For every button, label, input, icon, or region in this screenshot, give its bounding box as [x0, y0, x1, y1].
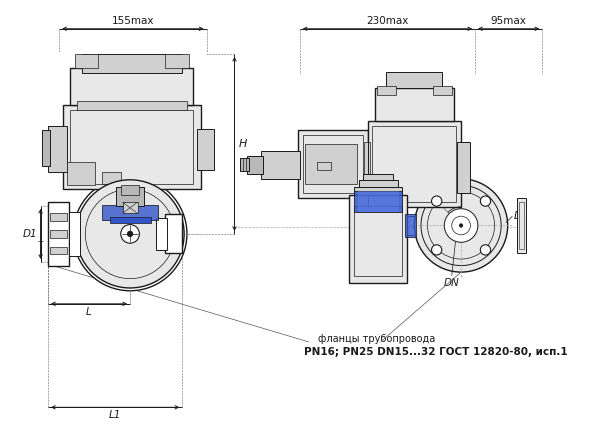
Text: DN: DN	[444, 278, 459, 288]
Circle shape	[121, 225, 140, 243]
Bar	[197, 129, 214, 171]
Bar	[102, 205, 158, 220]
Bar	[354, 206, 402, 276]
Bar	[298, 130, 368, 198]
Text: фланцы трубопровода: фланцы трубопровода	[319, 334, 435, 344]
Bar	[261, 151, 300, 179]
Bar	[50, 213, 66, 221]
Bar	[77, 100, 187, 110]
Bar	[354, 191, 402, 212]
Bar	[68, 212, 80, 256]
Bar	[70, 110, 194, 184]
Bar	[363, 174, 393, 180]
Bar	[375, 88, 454, 121]
Bar	[386, 72, 442, 88]
Bar	[405, 214, 416, 236]
Text: 45°: 45°	[401, 174, 418, 183]
Bar	[519, 202, 525, 249]
Text: L1: L1	[109, 410, 121, 420]
Bar	[70, 68, 194, 105]
Bar	[357, 191, 399, 212]
Bar	[50, 247, 66, 255]
Bar	[517, 198, 526, 253]
Bar	[50, 230, 66, 238]
Bar	[359, 180, 398, 187]
Bar	[240, 158, 250, 171]
Bar	[306, 145, 357, 183]
Text: D2: D2	[514, 211, 528, 221]
Bar	[458, 141, 470, 193]
Bar	[165, 214, 182, 253]
Bar	[373, 126, 456, 202]
Text: H: H	[238, 139, 247, 149]
Bar	[433, 86, 452, 95]
Text: D1: D1	[23, 229, 38, 239]
Bar	[377, 86, 396, 95]
Circle shape	[73, 177, 187, 291]
Circle shape	[480, 196, 491, 206]
Text: 95max: 95max	[491, 16, 526, 26]
Bar	[364, 141, 370, 193]
Bar	[303, 135, 363, 193]
Text: 4отв.d: 4отв.d	[421, 197, 454, 207]
Bar	[349, 195, 407, 283]
Bar	[102, 172, 121, 183]
Bar	[42, 130, 50, 166]
Bar	[66, 162, 95, 185]
Text: 230max: 230max	[366, 16, 408, 26]
Circle shape	[127, 231, 133, 236]
Bar	[63, 105, 201, 189]
Circle shape	[432, 245, 442, 255]
Circle shape	[432, 196, 442, 206]
Circle shape	[421, 185, 501, 266]
Bar	[114, 215, 146, 252]
Bar	[109, 206, 151, 262]
Bar	[156, 218, 167, 250]
Bar	[116, 187, 144, 206]
Bar	[156, 210, 165, 257]
Bar	[247, 156, 263, 174]
Bar	[122, 202, 138, 213]
Bar	[48, 202, 68, 266]
Circle shape	[480, 245, 491, 255]
Bar	[121, 185, 140, 195]
Circle shape	[452, 216, 470, 235]
Circle shape	[76, 180, 184, 288]
Bar	[368, 121, 461, 207]
Circle shape	[415, 179, 508, 272]
Text: PN16; PN25 DN15...32 ГОСТ 12820-80, исп.1: PN16; PN25 DN15...32 ГОСТ 12820-80, исп.…	[304, 347, 568, 357]
Bar	[48, 126, 66, 172]
Circle shape	[444, 209, 478, 242]
Text: L: L	[86, 307, 92, 316]
Bar	[165, 54, 189, 68]
Text: 155max: 155max	[111, 16, 154, 26]
Bar	[109, 217, 151, 223]
Bar	[317, 162, 330, 170]
Bar	[75, 54, 98, 68]
Circle shape	[459, 224, 463, 227]
Bar	[82, 54, 182, 72]
Bar	[354, 187, 402, 195]
